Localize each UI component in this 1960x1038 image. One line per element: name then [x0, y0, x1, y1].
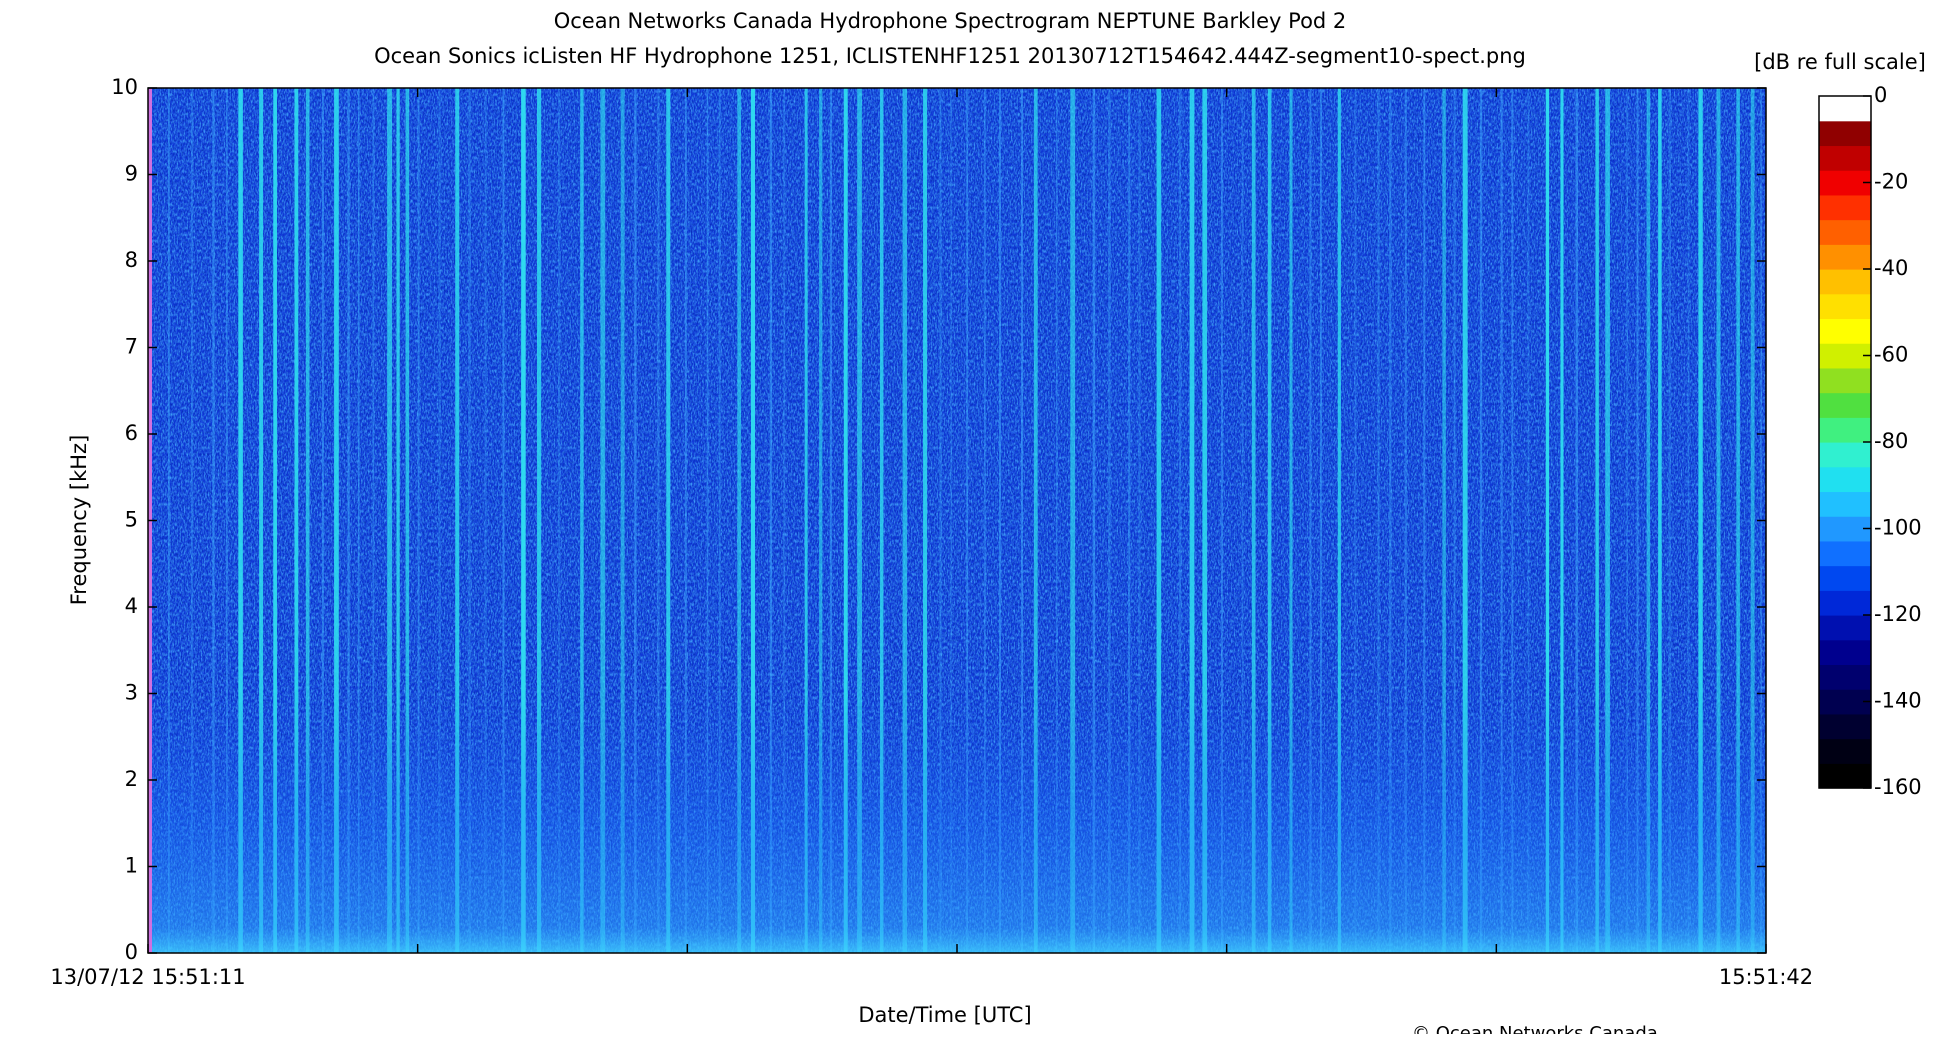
colorbar-band: [1819, 467, 1871, 492]
chart: Ocean Networks Canada Hydrophone Spectro…: [0, 0, 1960, 1034]
colorbar-band: [1819, 714, 1871, 739]
colorbar-band: [1819, 417, 1871, 442]
colorbar-band: [1819, 318, 1871, 343]
colorbar-band: [1819, 615, 1871, 640]
colorbar-tick-label: 0: [1874, 83, 1887, 107]
colorbar-label: [dB re full scale]: [1754, 50, 1926, 74]
y-tick-label: 0: [125, 940, 138, 964]
colorbar-tick-label: -60: [1874, 343, 1908, 367]
y-tick-label: 4: [125, 594, 138, 618]
colorbar-band: [1819, 294, 1871, 319]
colorbar-band: [1819, 244, 1871, 269]
y-tick-label: 1: [125, 854, 138, 878]
colorbar-tick-label: -80: [1874, 429, 1908, 453]
y-tick-label: 5: [125, 508, 138, 532]
colorbar-tick-label: -20: [1874, 170, 1908, 194]
x-tick-label: 15:51:42: [1719, 965, 1813, 989]
colorbar-band: [1819, 195, 1871, 220]
copyright: © Ocean Networks Canada: [1412, 1023, 1658, 1034]
y-tick-label: 2: [125, 767, 138, 791]
colorbar-band: [1819, 145, 1871, 170]
colorbar-band: [1819, 269, 1871, 294]
spectrogram-image: [148, 88, 1766, 953]
y-tick-label: 3: [125, 681, 138, 705]
colorbar-band: [1819, 220, 1871, 245]
colorbar-band: [1819, 566, 1871, 591]
y-tick-label: 9: [125, 162, 138, 186]
chart-title: Ocean Networks Canada Hydrophone Spectro…: [554, 9, 1347, 33]
y-tick-label: 7: [125, 335, 138, 359]
colorbar-band: [1819, 640, 1871, 665]
colorbar-tick-label: -140: [1874, 689, 1922, 713]
colorbar-band: [1819, 96, 1871, 121]
chart-subtitle: Ocean Sonics icListen HF Hydrophone 1251…: [374, 44, 1526, 68]
y-axis-label: Frequency [kHz]: [67, 435, 91, 606]
colorbar-tick-label: -100: [1874, 516, 1922, 540]
colorbar-band: [1819, 541, 1871, 566]
colorbar-band: [1819, 121, 1871, 146]
colorbar-tick-label: -160: [1874, 775, 1922, 799]
colorbar-tick-label: -40: [1874, 256, 1908, 280]
colorbar-band: [1819, 393, 1871, 418]
x-tick-label: 13/07/12 15:51:11: [50, 965, 245, 989]
colorbar-band: [1819, 739, 1871, 764]
colorbar-band: [1819, 491, 1871, 516]
colorbar-band: [1819, 763, 1871, 788]
y-tick-label: 10: [111, 75, 138, 99]
colorbar-band: [1819, 442, 1871, 467]
y-tick-label: 6: [125, 421, 138, 445]
colorbar-band: [1819, 664, 1871, 689]
x-axis-label: Date/Time [UTC]: [858, 1003, 1031, 1027]
colorbar-band: [1819, 590, 1871, 615]
colorbar-band: [1819, 368, 1871, 393]
colorbar-tick-label: -120: [1874, 602, 1922, 626]
y-tick-label: 8: [125, 248, 138, 272]
